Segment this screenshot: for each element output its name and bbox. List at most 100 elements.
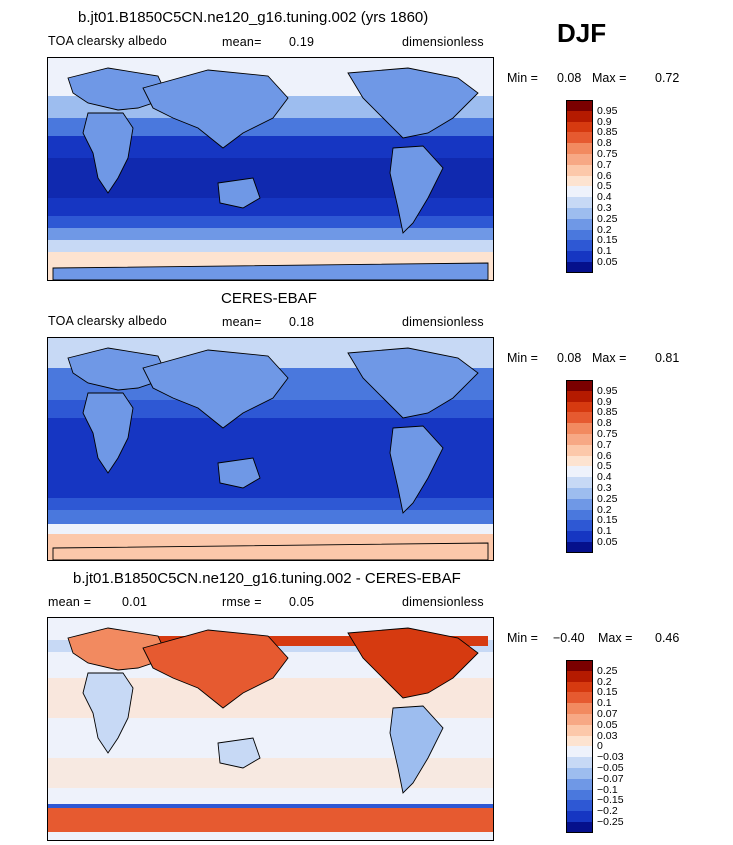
variable-label: TOA clearsky albedo (48, 34, 167, 48)
colorbar-swatch (566, 681, 593, 693)
colorbar-swatch (566, 251, 593, 262)
colorbar-swatch (566, 121, 593, 133)
colorbar-tick-label: 0.25 (597, 212, 618, 225)
colorbar-swatch (566, 143, 593, 154)
colorbar-swatch (566, 186, 593, 198)
colorbar-swatch (566, 660, 593, 671)
max-label: Max = (592, 71, 627, 85)
colorbar-swatch (566, 132, 593, 144)
mean-label: mean = (48, 595, 92, 609)
colorbar-tick-label: 0.85 (597, 406, 618, 419)
colorbar-tick-label: 0.05 (597, 718, 618, 731)
colorbar-swatch (566, 768, 593, 779)
colorbar-swatch (566, 401, 593, 413)
colorbar-tick-label: 0.7 (597, 438, 612, 451)
colorbar-tick-label: 0.25 (597, 492, 618, 505)
colorbar-tick-label: 0 (597, 740, 603, 753)
model-albedo-map (47, 57, 494, 281)
units-label: dimensionless (402, 315, 484, 329)
colorbar-tick-label: −0.07 (597, 772, 624, 785)
colorbar-swatch (566, 498, 593, 510)
colorbar-tick-label: 0.7 (597, 158, 612, 171)
panel-title: b.jt01.B1850C5CN.ne120_g16.tuning.002 (y… (78, 9, 429, 26)
observed-albedo-map (47, 337, 494, 561)
colorbar-tick-label: 0.95 (597, 104, 618, 117)
colorbar-tick-label: 0.1 (597, 245, 612, 258)
colorbar-tick-label: 0.05 (597, 256, 618, 268)
colorbar-tick-label: 0.8 (597, 417, 612, 430)
min-label: Min = (507, 631, 538, 645)
colorbar-tick-label: −0.25 (597, 816, 624, 828)
colorbar-swatch (566, 466, 593, 478)
colorbar-tick-label: 0.03 (597, 729, 618, 742)
colorbar-swatch (566, 262, 593, 273)
mean-label: mean= (222, 315, 262, 329)
colorbar-swatch (566, 455, 593, 467)
max-value: 0.81 (655, 351, 680, 365)
colorbar-swatch (566, 164, 593, 176)
difference-map (47, 617, 494, 841)
colorbar-swatch (566, 423, 593, 434)
colorbar-swatch (566, 100, 593, 111)
season-label: DJF (557, 18, 607, 48)
units-label: dimensionless (402, 35, 484, 49)
colorbar-swatch (566, 757, 593, 768)
colorbar-swatch (566, 509, 593, 521)
rmse-label: rmse = (222, 595, 262, 609)
colorbar-swatch (566, 714, 593, 725)
colorbar-tick-label: −0.03 (597, 751, 624, 764)
colorbar-tick-label: 0.3 (597, 202, 612, 214)
colorbar-tick-label: 0.85 (597, 126, 618, 139)
panel-title: b.jt01.B1850C5CN.ne120_g16.tuning.002 - … (73, 570, 461, 587)
min-value: 0.08 (557, 351, 582, 365)
colorbar-tick-label: 0.15 (597, 234, 618, 247)
colorbar-swatch (566, 724, 593, 736)
colorbar-swatch (566, 746, 593, 758)
colorbar-tick-label: 0.2 (597, 675, 612, 688)
colorbar-swatch (566, 218, 593, 230)
colorbar-tick-label: 0.4 (597, 471, 612, 484)
colorbar-swatch (566, 390, 593, 402)
colorbar-swatch (566, 488, 593, 499)
colorbar-swatch (566, 542, 593, 553)
colorbar-tick-label: −0.15 (597, 794, 624, 807)
colorbar-swatch (566, 444, 593, 456)
units-label: dimensionless (402, 595, 484, 609)
map-svg (48, 58, 493, 280)
max-value: 0.46 (655, 631, 680, 645)
map-svg (48, 338, 493, 560)
colorbar-tick-label: −0.1 (597, 783, 618, 796)
colorbar-swatch (566, 240, 593, 252)
colorbar-tick-label: 0.4 (597, 191, 612, 204)
colorbar-swatch (566, 154, 593, 165)
max-label: Max = (592, 351, 627, 365)
colorbar-swatch (566, 800, 593, 812)
colorbar-swatch (566, 735, 593, 747)
colorbar-swatch (566, 811, 593, 822)
colorbar-swatch (566, 520, 593, 532)
colorbar-tick-label: 0.07 (597, 708, 618, 720)
colorbar-tick-label: 0.75 (597, 148, 618, 160)
mean-value: 0.18 (289, 315, 315, 329)
colorbar-swatch (566, 477, 593, 488)
colorbar-tick-label: 0.6 (597, 169, 612, 182)
min-value: −0.40 (553, 631, 585, 645)
colorbar-tick-label: 0.2 (597, 223, 612, 236)
colorbar-tick-label: 0.9 (597, 395, 612, 408)
colorbar-swatch (566, 110, 593, 122)
mean-label: mean= (222, 35, 262, 49)
colorbar-tick-label: 0.5 (597, 460, 612, 473)
colorbar-swatch (566, 531, 593, 542)
colorbar-tick-label: −0.2 (597, 805, 618, 818)
colorbar-tick-label: 0.15 (597, 686, 618, 699)
panel-title: CERES-EBAF (221, 290, 317, 307)
colorbar-tick-label: −0.05 (597, 762, 624, 774)
mean-value: 0.01 (122, 595, 148, 609)
max-value: 0.72 (655, 71, 680, 85)
map-svg (48, 618, 493, 840)
colorbar-swatch (566, 229, 593, 241)
min-label: Min = (507, 351, 538, 365)
colorbar-tick-label: 0.95 (597, 384, 618, 397)
colorbar-tick-label: 0.5 (597, 180, 612, 193)
colorbar-tick-label: 0.2 (597, 503, 612, 516)
